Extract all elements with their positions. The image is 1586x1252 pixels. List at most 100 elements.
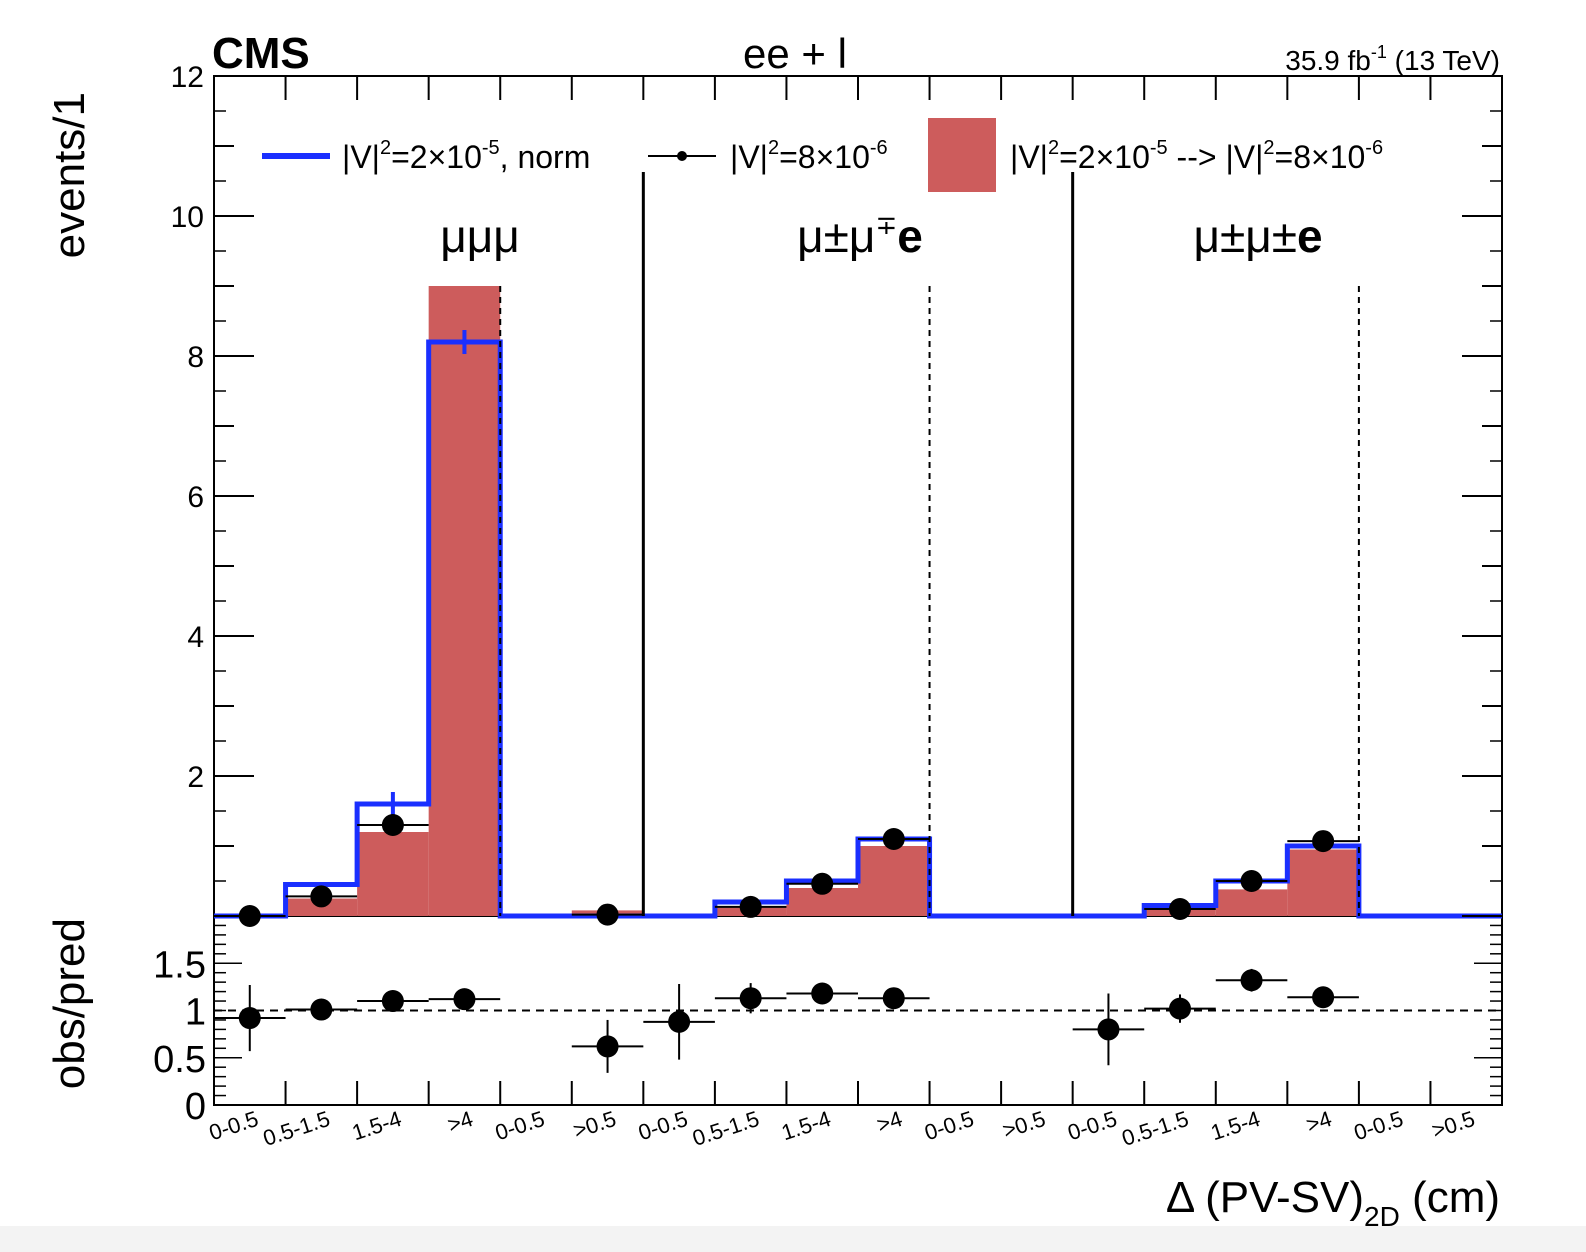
ratio-y-axis-label: obs/pred xyxy=(45,918,94,1089)
x-tick-label: 0-0.5 xyxy=(635,1106,690,1145)
legend-norm-sup1: 2 xyxy=(380,137,391,159)
region-label-os-tail: e xyxy=(897,210,923,262)
x-tick-label: 0-0.5 xyxy=(206,1106,261,1145)
x-tick-label: >0.5 xyxy=(999,1106,1048,1143)
x-tick-label: 0-0.5 xyxy=(492,1106,547,1145)
page-footer-strip xyxy=(0,1226,1586,1252)
lumi-value: 35.9 fb xyxy=(1285,45,1371,76)
region-label-os-text: μ±μ xyxy=(797,210,875,262)
legend-scaled-sup3: 2 xyxy=(1263,137,1274,159)
x-tick-label: 0.5-1.5 xyxy=(1119,1106,1192,1151)
ratio-y-tick-label: 0 xyxy=(185,1086,206,1128)
region-label-ss: μ±μ±e xyxy=(1193,210,1322,262)
legend-data-sup1: 2 xyxy=(768,137,779,159)
main-plot-frame xyxy=(213,75,1503,917)
ratio-data-point xyxy=(596,1035,619,1058)
observed-data-point xyxy=(596,903,619,926)
region-label-os-sup: ∓ xyxy=(875,210,897,240)
ratio-y-tick-label: 1.5 xyxy=(153,944,206,986)
scaled-prediction-bar xyxy=(858,846,930,916)
region-label-mumumu: μμμ xyxy=(440,210,520,262)
observed-data-point xyxy=(811,872,834,895)
x-tick-label: >4 xyxy=(874,1106,906,1138)
y-tick-label: 2 xyxy=(187,761,204,794)
y-tick-label: 4 xyxy=(187,621,204,654)
ratio-data-point xyxy=(882,987,905,1010)
x-axis-label-unit: (cm) xyxy=(1400,1173,1500,1222)
x-tick-label: 1.5-4 xyxy=(1208,1106,1263,1145)
ratio-data-point xyxy=(381,990,404,1013)
legend-scaled-mid2: =8×10 xyxy=(1275,139,1366,175)
ratio-y-tick-label: 0.5 xyxy=(153,1039,206,1081)
ratio-data-point xyxy=(453,988,476,1011)
ratio-y-tick-label: 1 xyxy=(185,992,206,1034)
x-tick-label: 1.5-4 xyxy=(778,1106,833,1145)
x-tick-label: >0.5 xyxy=(1429,1106,1478,1143)
legend-label-scaled: |V|2=2×10-5 --> |V|2=8×10-6 xyxy=(1010,137,1383,175)
legend-scaled-sup2: -5 xyxy=(1150,137,1168,159)
legend-label-norm: |V|2=2×10-5, norm xyxy=(342,137,590,175)
observed-data-point xyxy=(1240,870,1263,892)
region-label-ss-text: μ±μ± xyxy=(1193,210,1297,262)
lumi-label: 35.9 fb-1 (13 TeV) xyxy=(1285,42,1500,76)
legend-norm-sup2: -5 xyxy=(482,137,500,159)
scaled-prediction-bar xyxy=(1215,889,1288,916)
observed-data-point xyxy=(882,828,905,850)
y-tick-label: 10 xyxy=(171,201,204,234)
legend-data-pre: |V| xyxy=(730,139,768,175)
ratio-data-point xyxy=(811,982,834,1005)
chart-title: ee + l xyxy=(743,30,847,77)
x-tick-label: >4 xyxy=(444,1106,476,1138)
ratio-data-point xyxy=(739,987,762,1010)
x-tick-label: 0-0.5 xyxy=(1065,1106,1120,1145)
legend-scaled-post: --> |V| xyxy=(1168,139,1264,175)
legend-scaled-mid: =2×10 xyxy=(1059,139,1150,175)
legend-norm-mid: =2×10 xyxy=(391,139,482,175)
x-axis-label: Δ (PV-SV)2D (cm) xyxy=(1166,1173,1500,1232)
y-tick-label: 12 xyxy=(171,61,204,94)
legend-scaled-sup1: 2 xyxy=(1048,137,1059,159)
region-label-mumumu-text: μμμ xyxy=(440,210,520,262)
x-axis-label-main: Δ (PV-SV) xyxy=(1166,1173,1364,1222)
scaled-prediction-bar xyxy=(357,832,429,916)
legend-data-mid: =8×10 xyxy=(779,139,870,175)
region-label-ss-tail: e xyxy=(1297,210,1323,262)
x-tick-label: 0-0.5 xyxy=(921,1106,976,1145)
ratio-data-point xyxy=(1169,997,1191,1020)
observed-data-point xyxy=(1169,898,1191,920)
ratio-data-point xyxy=(1240,969,1263,992)
ratio-data-point xyxy=(668,1010,691,1033)
ratio-data-point xyxy=(1312,986,1335,1009)
scaled-prediction-bar xyxy=(1287,849,1359,916)
energy-label: (13 TeV) xyxy=(1387,45,1500,76)
legend-swatch-scaled xyxy=(928,118,996,192)
x-tick-label: >4 xyxy=(1303,1106,1335,1138)
scaled-prediction-bar xyxy=(428,286,501,916)
observed-data-point xyxy=(1312,830,1335,853)
x-tick-label: 0.5-1.5 xyxy=(260,1106,333,1151)
ratio-data-point xyxy=(1097,1018,1120,1041)
y-axis-label: events/1 xyxy=(45,92,94,258)
legend-norm-pre: |V| xyxy=(342,139,380,175)
observed-data-point xyxy=(310,885,333,908)
region-label-os: μ±μ∓e xyxy=(797,210,923,262)
x-tick-label: 0-0.5 xyxy=(1351,1106,1406,1145)
y-tick-label: 8 xyxy=(187,341,204,374)
legend-scaled-sup4: -6 xyxy=(1365,137,1383,159)
legend-norm-post: , norm xyxy=(500,139,591,175)
y-tick-label: 6 xyxy=(187,481,204,514)
experiment-label: CMS xyxy=(212,29,310,78)
lumi-exponent: -1 xyxy=(1371,42,1387,62)
observed-data-point xyxy=(739,895,762,918)
ratio-data-point xyxy=(238,1007,261,1030)
x-tick-label: 0.5-1.5 xyxy=(689,1106,762,1151)
legend-label-data: |V|2=8×10-6 xyxy=(730,137,888,175)
x-tick-label: >0.5 xyxy=(570,1106,619,1143)
legend-data-sup2: -6 xyxy=(870,137,888,159)
normalized-prediction-step-line xyxy=(214,339,1502,919)
legend-scaled-pre: |V| xyxy=(1010,139,1048,175)
legend: |V|2=2×10-5, norm |V|2=8×10-6 |V|2=2×10-… xyxy=(262,118,1383,192)
x-tick-label: 1.5-4 xyxy=(349,1106,404,1145)
ratio-data-point xyxy=(310,998,333,1021)
